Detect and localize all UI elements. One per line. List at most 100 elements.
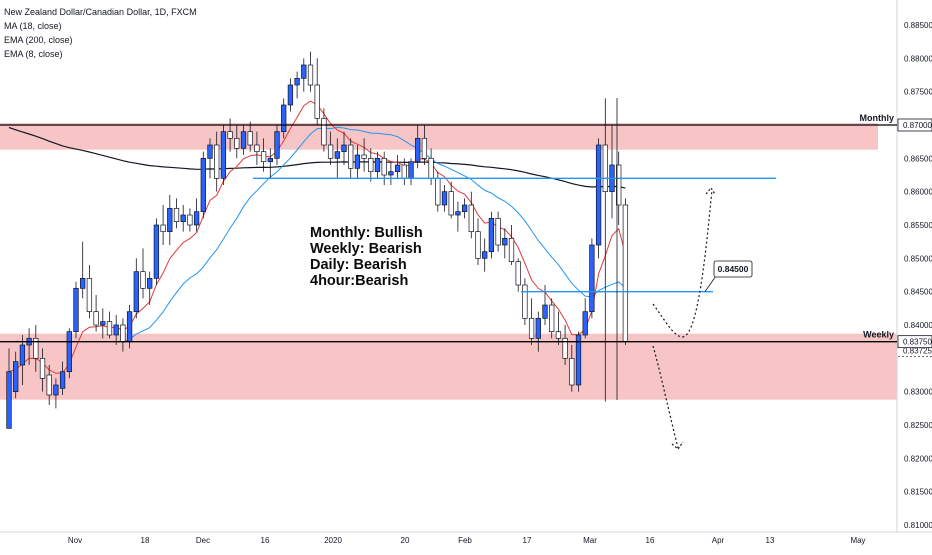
candle[interactable] [502, 228, 508, 259]
candle[interactable] [46, 365, 52, 405]
candle[interactable] [569, 345, 575, 392]
legend-ma18[interactable]: MA (18, close) [4, 21, 62, 31]
candle[interactable] [193, 198, 200, 232]
candle[interactable] [348, 138, 354, 179]
candle-body [153, 224, 160, 279]
candle[interactable] [33, 325, 39, 372]
candle[interactable] [160, 205, 166, 245]
candle[interactable] [314, 58, 320, 125]
candle[interactable] [575, 331, 582, 392]
legend-ema8[interactable]: EMA (8, close) [4, 49, 63, 59]
candle[interactable] [475, 218, 481, 265]
candle[interactable] [140, 248, 146, 299]
candle[interactable] [13, 351, 19, 399]
candle[interactable] [260, 138, 267, 172]
candle[interactable] [354, 145, 361, 179]
candle[interactable] [482, 238, 488, 272]
candle[interactable] [86, 265, 93, 319]
candle[interactable] [187, 208, 193, 232]
candle[interactable] [254, 131, 260, 165]
candle[interactable] [535, 311, 541, 352]
candle[interactable] [522, 278, 528, 325]
candle[interactable] [167, 195, 173, 245]
candle[interactable] [562, 325, 568, 365]
candle[interactable] [468, 191, 474, 239]
legend-ema200[interactable]: EMA (200, close) [4, 35, 73, 45]
candle[interactable] [488, 211, 495, 259]
candle[interactable] [441, 185, 448, 212]
candle[interactable] [448, 181, 454, 219]
candle[interactable] [240, 125, 247, 155]
candle[interactable] [415, 125, 421, 169]
candle[interactable] [53, 378, 59, 409]
candle[interactable] [321, 108, 327, 152]
candle[interactable] [247, 121, 253, 152]
candle[interactable] [287, 78, 294, 112]
candle[interactable] [428, 148, 434, 185]
candle[interactable] [267, 148, 273, 179]
candle[interactable] [361, 138, 367, 172]
candle[interactable] [153, 218, 160, 285]
candle[interactable] [19, 335, 26, 385]
candle[interactable] [495, 211, 501, 252]
candle[interactable] [294, 71, 300, 99]
candle[interactable] [39, 348, 46, 392]
candle[interactable] [616, 151, 622, 225]
candle[interactable] [508, 225, 515, 265]
candle[interactable] [394, 155, 401, 179]
candle[interactable] [113, 315, 119, 345]
candle[interactable] [381, 151, 387, 185]
candle[interactable] [80, 241, 86, 299]
candle[interactable] [368, 148, 374, 182]
candle[interactable] [301, 58, 307, 92]
candle[interactable] [549, 298, 555, 339]
candle[interactable] [180, 205, 186, 232]
candle[interactable] [595, 138, 602, 259]
candle[interactable] [59, 361, 66, 395]
candle[interactable] [147, 271, 153, 305]
candle[interactable] [622, 198, 629, 345]
candle[interactable] [388, 161, 394, 185]
candle[interactable] [220, 125, 227, 185]
candle-body [502, 237, 508, 246]
candle[interactable] [274, 125, 280, 165]
candle[interactable] [214, 131, 220, 192]
candle[interactable] [307, 51, 314, 92]
candle[interactable] [421, 125, 428, 165]
candle[interactable] [461, 198, 468, 219]
candle[interactable] [589, 238, 595, 319]
candle[interactable] [100, 308, 106, 339]
candle[interactable] [374, 151, 381, 179]
candle[interactable] [341, 131, 347, 165]
candle[interactable] [528, 298, 535, 345]
candle[interactable] [73, 281, 79, 339]
weekly-price-tag[interactable]: 0.83750 [897, 335, 932, 349]
candle[interactable] [281, 98, 287, 139]
candle[interactable] [334, 138, 340, 179]
candle[interactable] [133, 258, 139, 319]
candle[interactable] [200, 151, 206, 219]
candle[interactable] [582, 298, 588, 339]
candle[interactable] [408, 158, 414, 185]
candle[interactable] [227, 118, 233, 152]
candle[interactable] [555, 311, 562, 345]
candle[interactable] [435, 171, 441, 212]
candle[interactable] [66, 328, 72, 379]
monthly-price-tag[interactable]: 0.87000 [897, 118, 932, 132]
candle[interactable] [327, 131, 334, 165]
candle[interactable] [455, 201, 461, 232]
monthly-zone [0, 123, 878, 150]
candle[interactable] [515, 258, 521, 292]
legend-symbol[interactable]: New Zealand Dollar/Canadian Dollar, 1D, … [4, 7, 197, 17]
price-callout[interactable]: 0.84500 [704, 260, 753, 292]
candle[interactable] [602, 98, 608, 402]
candle[interactable] [234, 125, 240, 159]
candle-body [160, 224, 166, 233]
candle[interactable] [6, 348, 12, 429]
candle[interactable] [173, 198, 180, 229]
candle[interactable] [106, 311, 113, 339]
candle[interactable] [93, 295, 99, 332]
candle[interactable] [207, 138, 213, 179]
